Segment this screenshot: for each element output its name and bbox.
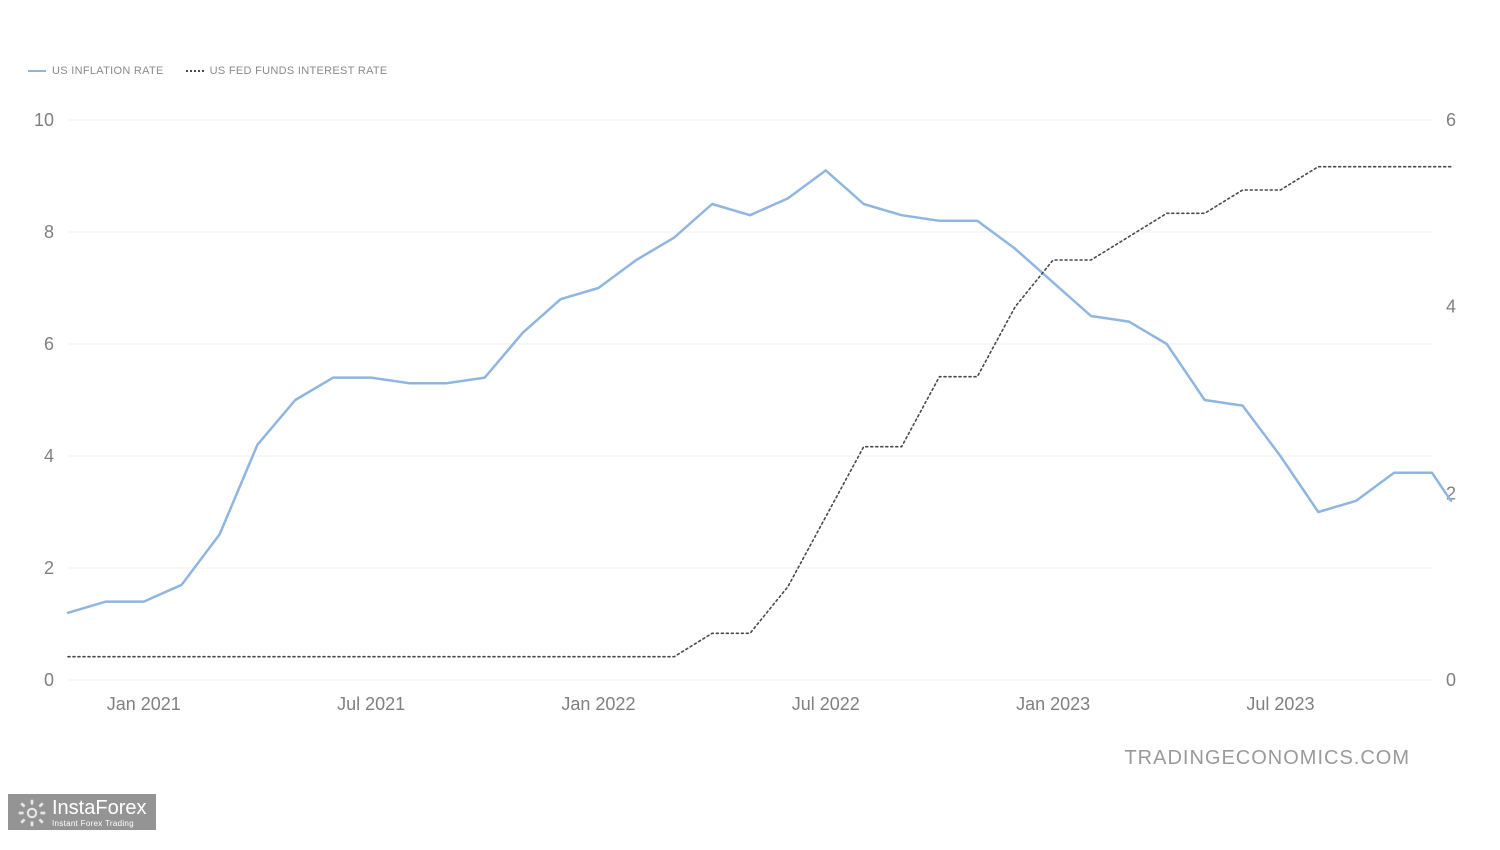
legend-swatch-series2	[186, 70, 204, 72]
legend-label-series2: US FED FUNDS INTEREST RATE	[210, 65, 388, 77]
svg-text:4: 4	[44, 446, 54, 466]
svg-text:Jan 2023: Jan 2023	[1016, 694, 1090, 714]
legend-item-series2: US FED FUNDS INTEREST RATE	[186, 65, 388, 77]
svg-text:Jul 2021: Jul 2021	[337, 694, 405, 714]
svg-text:8: 8	[44, 222, 54, 242]
legend-item-series1: US INFLATION RATE	[28, 65, 164, 77]
svg-text:6: 6	[1446, 110, 1456, 130]
svg-text:10: 10	[34, 110, 54, 130]
svg-text:2: 2	[44, 558, 54, 578]
svg-text:Jul 2022: Jul 2022	[792, 694, 860, 714]
svg-text:Jan 2022: Jan 2022	[561, 694, 635, 714]
legend: US INFLATION RATE US FED FUNDS INTEREST …	[28, 65, 388, 77]
svg-text:4: 4	[1446, 297, 1456, 317]
svg-text:Jan 2021: Jan 2021	[107, 694, 181, 714]
attribution: TRADINGECONOMICS.COM	[1124, 747, 1410, 770]
svg-text:6: 6	[44, 334, 54, 354]
chart: 02468100246Jan 2021Jul 2021Jan 2022Jul 2…	[28, 90, 1472, 740]
chart-svg: 02468100246Jan 2021Jul 2021Jan 2022Jul 2…	[28, 90, 1472, 740]
watermark-title: InstaForex	[52, 798, 146, 818]
watermark-subtitle: Instant Forex Trading	[52, 820, 146, 828]
svg-text:0: 0	[1446, 670, 1456, 690]
legend-label-series1: US INFLATION RATE	[52, 65, 164, 77]
svg-text:0: 0	[44, 670, 54, 690]
watermark-text: InstaForex Instant Forex Trading	[52, 798, 146, 828]
gear-icon	[18, 799, 46, 827]
svg-text:Jul 2023: Jul 2023	[1246, 694, 1314, 714]
watermark: InstaForex Instant Forex Trading	[8, 794, 156, 830]
legend-swatch-series1	[28, 70, 46, 72]
